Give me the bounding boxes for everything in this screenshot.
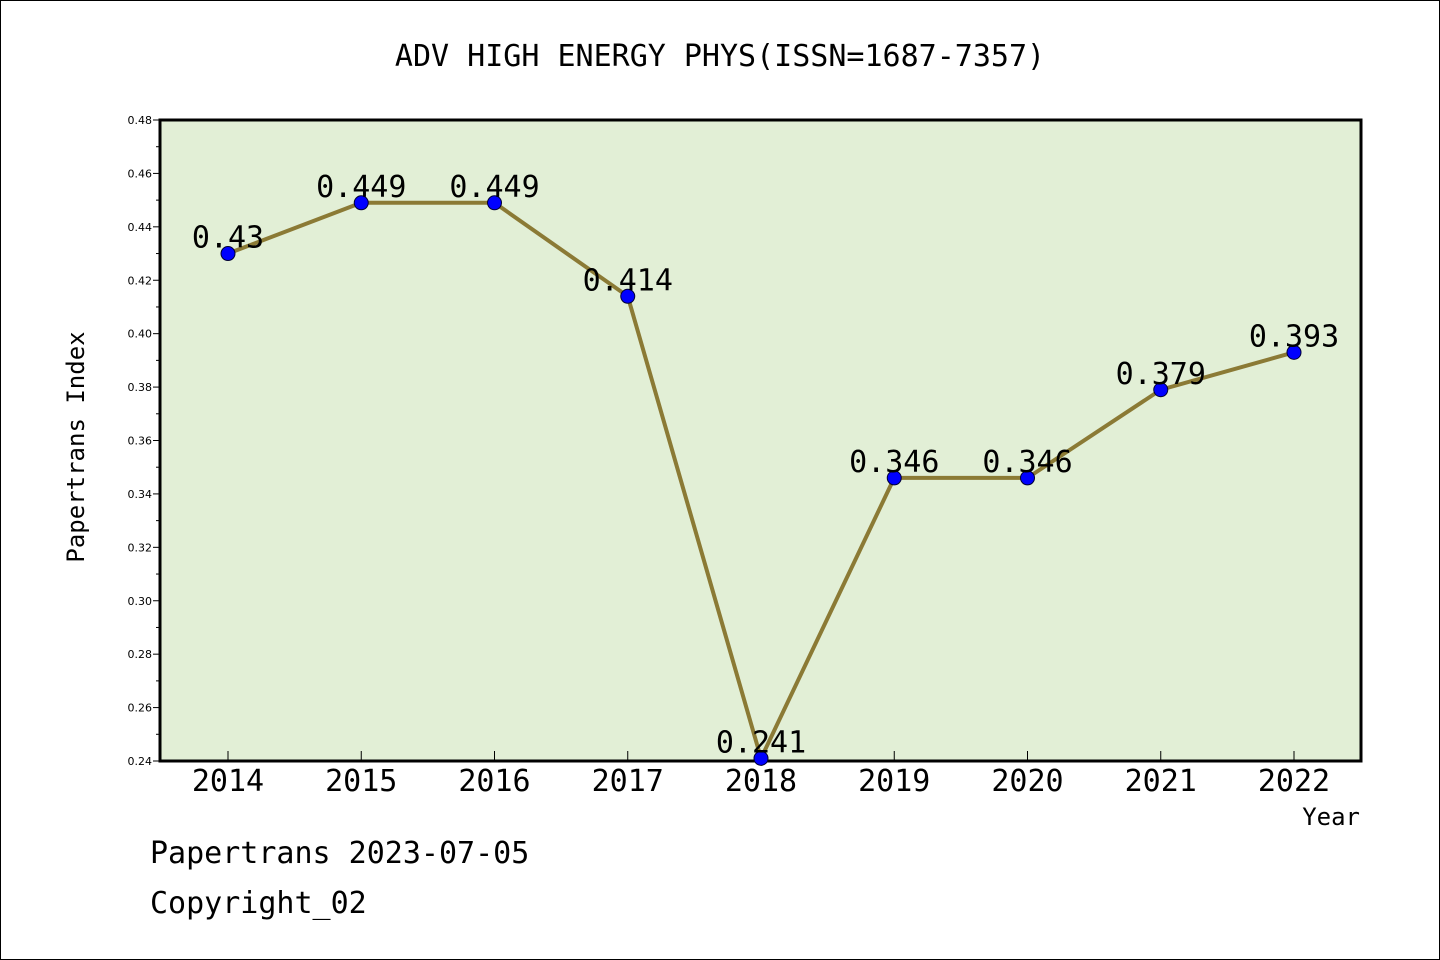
data-point	[220, 246, 236, 262]
plot-area	[158, 118, 1363, 763]
footer-copyright: Copyright_02	[150, 886, 367, 921]
x-tick-label: 2015	[325, 764, 397, 799]
y-axis: 0.24 0.26 0.28 0.30 0.32 0.34 0.36 0.38 0.40 0.42…	[128, 114, 160, 768]
y-axis-label: Papertrans Index	[62, 331, 90, 562]
x-tick-label: 2020	[991, 764, 1063, 799]
y-tick-label: 0.30	[128, 595, 153, 608]
x-tick-label: 2017	[592, 764, 664, 799]
footer-date: Papertrans 2023-07-05	[150, 836, 530, 871]
x-tick-label: 2022	[1258, 764, 1330, 799]
data-label: 0.393	[1249, 319, 1339, 354]
y-tick-label: 0.36	[128, 435, 153, 448]
y-tick-label: 0.32	[128, 541, 153, 554]
data-label: 0.379	[1116, 357, 1206, 392]
data-point	[1286, 344, 1302, 360]
x-tick-label: 2016	[458, 764, 530, 799]
y-tick-label: 0.26	[128, 702, 153, 715]
y-tick-label: 0.40	[128, 328, 153, 341]
y-tick-label: 0.48	[128, 114, 153, 127]
data-point	[1020, 470, 1035, 486]
y-tick-label: 0.46	[128, 167, 153, 180]
data-label: 0.346	[982, 445, 1072, 480]
y-tick-label: 0.38	[128, 381, 153, 394]
y-tick-label: 0.24	[128, 755, 153, 768]
chart-title: ADV HIGH ENERGY PHYS(ISSN=1687-7357)	[395, 39, 1045, 74]
y-tick-label: 0.34	[128, 488, 153, 501]
x-tick-label: 2018	[725, 764, 797, 799]
x-tick-label: 2021	[1125, 764, 1197, 799]
data-label: 0.414	[583, 263, 673, 298]
data-point	[620, 288, 636, 304]
y-tick-label: 0.42	[128, 274, 153, 287]
x-axis: 2014 2015 2016 2017 2018 2019 2020 2021 2022	[192, 751, 1330, 799]
x-tick-label: 2014	[192, 764, 264, 799]
data-point	[487, 195, 502, 211]
data-point	[353, 195, 369, 211]
data-label: 0.449	[316, 170, 406, 205]
x-tick-label: 2019	[858, 764, 930, 799]
data-point	[886, 470, 902, 486]
data-label: 0.241	[716, 725, 806, 760]
y-tick-label: 0.44	[128, 221, 153, 234]
data-label: 0.346	[849, 445, 939, 480]
data-label: 0.449	[449, 170, 539, 205]
data-label-group: 0.43 0.449 0.449 0.414 0.241 0.346 0.346 0.379 0…	[192, 170, 1339, 761]
data-label: 0.43	[192, 221, 264, 256]
y-tick-label: 0.28	[128, 648, 153, 661]
data-point	[1153, 382, 1169, 398]
marker-group	[220, 195, 1302, 766]
x-axis-label: Year	[1302, 803, 1360, 831]
data-point	[753, 750, 769, 766]
